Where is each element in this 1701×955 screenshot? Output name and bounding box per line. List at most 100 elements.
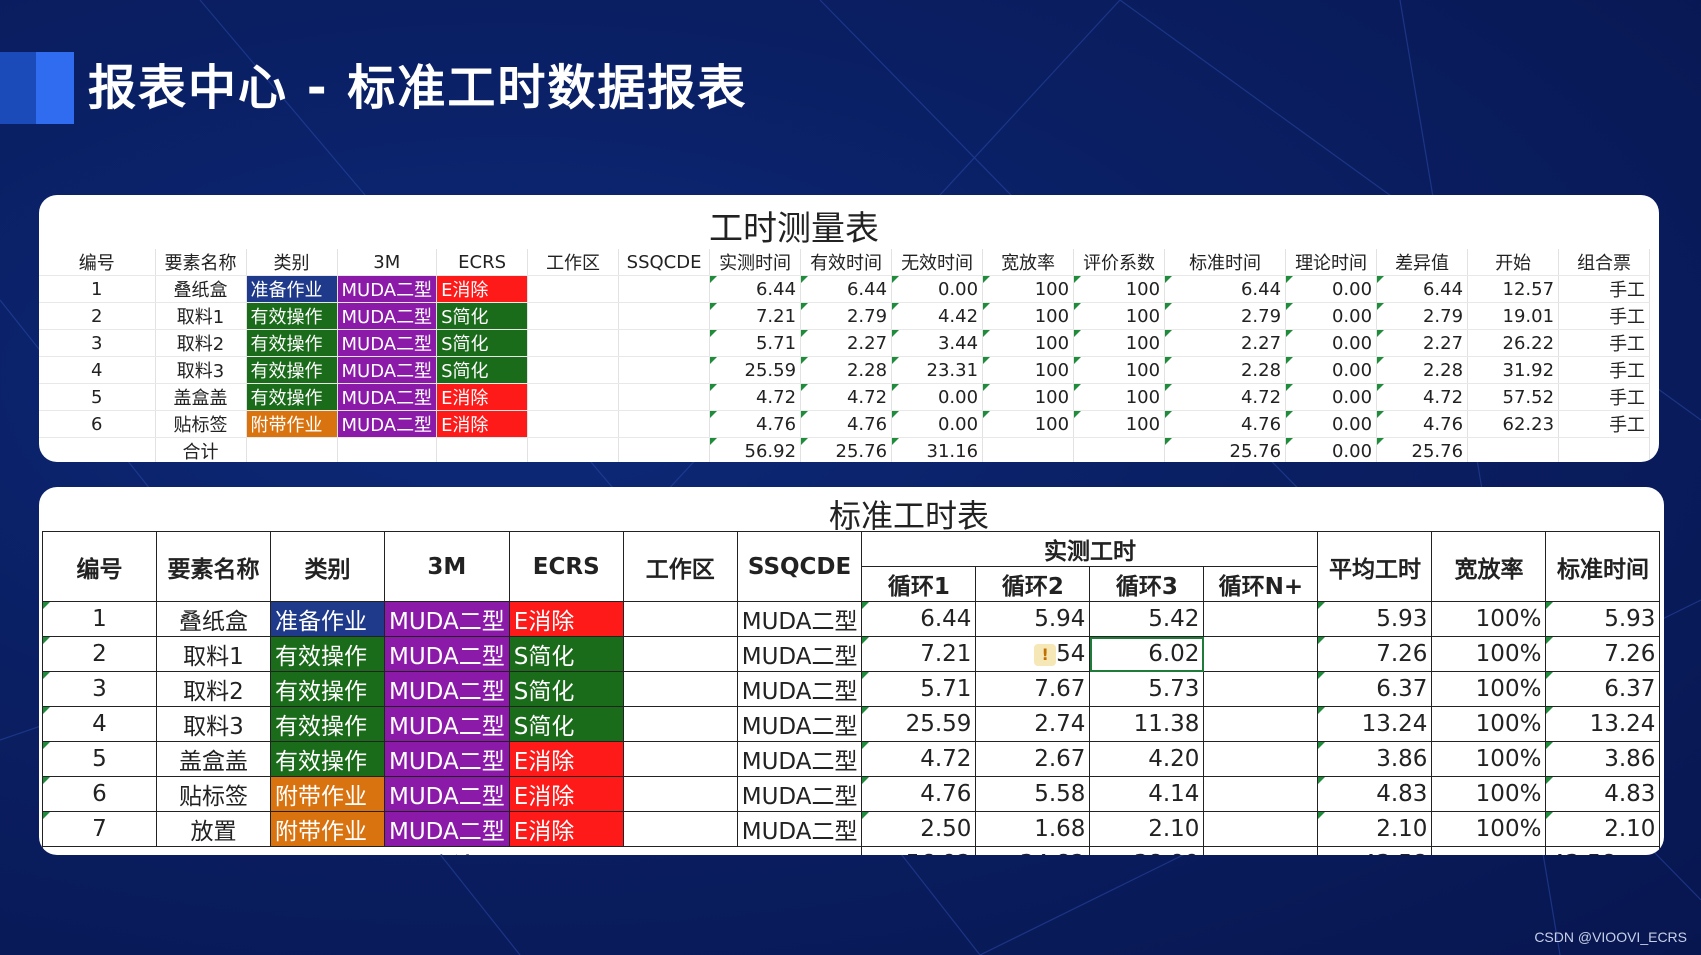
table2-cell-ssq[interactable]: MUDA二型	[736, 706, 863, 742]
table1-cell-diff[interactable]: 2.28	[1376, 356, 1469, 384]
table2-total-c2[interactable]: 34.82	[975, 846, 1091, 855]
table2-cell-std[interactable]: 5.93	[1545, 601, 1661, 637]
table1-cell-allow[interactable]: 100	[982, 275, 1075, 303]
table1-cell-invalid[interactable]: 23.31	[891, 356, 984, 384]
table1-cell-meas[interactable]: 25.59	[709, 356, 802, 384]
table1-cell-id[interactable]: 2	[39, 302, 156, 330]
table1-cell-empty[interactable]	[527, 383, 620, 411]
table1-cell-invalid[interactable]: 0.00	[891, 383, 984, 411]
table2-cell-ecrs[interactable]: E消除	[508, 811, 624, 847]
table1-header-cell[interactable]: ECRS	[436, 249, 529, 276]
table2-cell-cn[interactable]	[1203, 636, 1319, 672]
table2-cell-cat[interactable]: 有效操作	[270, 741, 385, 777]
table2-cell-name[interactable]: 叠纸盒	[156, 601, 271, 637]
table1-cell-m[interactable]: MUDA二型	[337, 275, 438, 303]
table2-total-c3[interactable]: 38.99	[1089, 846, 1205, 855]
table2-header-allow[interactable]: 宽放率	[1431, 531, 1547, 602]
table1-cell-start[interactable]: 26.22	[1467, 329, 1560, 357]
table2-header-id[interactable]: 编号	[42, 531, 157, 602]
table1-header-cell[interactable]: 差异值	[1376, 249, 1469, 276]
table2-cell-ecrs[interactable]: S简化	[508, 636, 624, 672]
table1-cell-cat[interactable]: 有效操作	[246, 329, 338, 357]
table1-cell-rating[interactable]: 100	[1073, 356, 1166, 384]
table2-cell-std[interactable]: 2.10	[1545, 811, 1661, 847]
table2-cell-name[interactable]: 取料3	[156, 706, 271, 742]
table2-cell-cat[interactable]: 有效操作	[270, 706, 385, 742]
table1-total-valid[interactable]: 25.76	[800, 437, 893, 462]
table1-cell-name[interactable]: 取料2	[155, 329, 247, 357]
table2-cell-zone[interactable]	[622, 671, 738, 707]
table2-cell-allow[interactable]: 100%	[1431, 601, 1547, 637]
table2-cell-c2[interactable]: 2.74	[975, 706, 1091, 742]
table2-cell-zone[interactable]	[622, 741, 738, 777]
table1-header-cell[interactable]: SSQCDE	[618, 249, 711, 276]
table2-cell-m[interactable]: MUDA二型	[384, 811, 510, 847]
table2-cell-allow[interactable]: 100%	[1431, 671, 1547, 707]
table2-cell-cat[interactable]: 有效操作	[270, 636, 385, 672]
table1-cell-empty[interactable]	[1558, 437, 1651, 462]
table1-cell-cat[interactable]: 有效操作	[246, 356, 338, 384]
table1-cell-theory[interactable]: 0.00	[1285, 410, 1378, 438]
table1-cell-theory[interactable]: 0.00	[1285, 275, 1378, 303]
table1-cell-meas[interactable]: 5.71	[709, 329, 802, 357]
table1-cell-std[interactable]: 2.28	[1164, 356, 1287, 384]
table2-cell-id[interactable]: 7	[42, 811, 157, 847]
table2-cell-std[interactable]: 6.37	[1545, 671, 1661, 707]
table1-cell-m[interactable]: MUDA二型	[337, 410, 438, 438]
table1-cell-allow[interactable]: 100	[982, 302, 1075, 330]
table2-cell-ssq[interactable]: MUDA二型	[736, 811, 863, 847]
table1-cell-name[interactable]: 贴标签	[155, 410, 247, 438]
table1-total-label[interactable]: 合计	[155, 437, 247, 462]
table2-cell-c1[interactable]: 5.71	[861, 671, 977, 707]
table2-cell-c3[interactable]: 2.10	[1089, 811, 1205, 847]
table1-cell-valid[interactable]: 4.72	[800, 383, 893, 411]
table1-cell-allow[interactable]: 100	[982, 383, 1075, 411]
table2-cell-c1[interactable]: 4.72	[861, 741, 977, 777]
table1-header-cell[interactable]: 有效时间	[800, 249, 893, 276]
table2-cell-id[interactable]: 1	[42, 601, 157, 637]
table2-cell-m[interactable]: MUDA二型	[384, 741, 510, 777]
table1-cell-empty[interactable]	[618, 275, 711, 303]
table2-cell-id[interactable]: 3	[42, 671, 157, 707]
table2-cell-id[interactable]: 4	[42, 706, 157, 742]
table2-cell-c3[interactable]: 11.38	[1089, 706, 1205, 742]
table2-cell-c3[interactable]: 4.14	[1089, 776, 1205, 812]
table1-cell-empty[interactable]	[618, 410, 711, 438]
table2-header-name[interactable]: 要素名称	[156, 531, 271, 602]
table1-cell-cat[interactable]: 准备作业	[246, 275, 338, 303]
table2-cell-name[interactable]: 取料2	[156, 671, 271, 707]
table1-cell-diff[interactable]: 2.27	[1376, 329, 1469, 357]
table2-cell-c2[interactable]: ! 54	[975, 636, 1091, 672]
table1-cell-id[interactable]: 4	[39, 356, 156, 384]
table2-header-measured[interactable]: 实测工时	[861, 531, 1319, 567]
table2-cell-avg[interactable]: 5.93	[1317, 601, 1433, 637]
table1-cell-allow[interactable]: 100	[982, 410, 1075, 438]
table2-cell-cat[interactable]: 附带作业	[270, 811, 385, 847]
table2-cell-empty[interactable]	[1203, 846, 1319, 855]
table2-cell-avg[interactable]: 4.83	[1317, 776, 1433, 812]
table2-cell-c2[interactable]: 5.58	[975, 776, 1091, 812]
table2-cell-cn[interactable]	[1203, 776, 1319, 812]
table1-cell-theory[interactable]: 0.00	[1285, 329, 1378, 357]
table2-header-c3[interactable]: 循环3	[1089, 566, 1205, 602]
table1-cell-valid[interactable]: 4.76	[800, 410, 893, 438]
table2-cell-ssq[interactable]: MUDA二型	[736, 636, 863, 672]
table2-cell-ssq[interactable]: MUDA二型	[736, 776, 863, 812]
table1-cell-std[interactable]: 4.72	[1164, 383, 1287, 411]
table1-cell-empty[interactable]	[618, 329, 711, 357]
table1-cell-cat[interactable]: 有效操作	[246, 302, 338, 330]
table1-cell-ecrs[interactable]: S简化	[436, 356, 529, 384]
table1-cell-start[interactable]: 31.92	[1467, 356, 1560, 384]
table1-cell-empty[interactable]	[618, 356, 711, 384]
table2-header-cat[interactable]: 类别	[270, 531, 385, 602]
table2-header-c2[interactable]: 循环2	[975, 566, 1091, 602]
table1-cell-rating[interactable]: 100	[1073, 275, 1166, 303]
table2-cell-name[interactable]: 放置	[156, 811, 271, 847]
table1-cell-meas[interactable]: 6.44	[709, 275, 802, 303]
table1-header-cell[interactable]: 开始	[1467, 249, 1560, 276]
table1-cell-std[interactable]: 2.27	[1164, 329, 1287, 357]
table2-cell-ssq[interactable]: MUDA二型	[736, 601, 863, 637]
table2-cell-ssq[interactable]: MUDA二型	[736, 741, 863, 777]
table1-cell-empty[interactable]	[527, 275, 620, 303]
table1-header-cell[interactable]: 组合票	[1558, 249, 1651, 276]
